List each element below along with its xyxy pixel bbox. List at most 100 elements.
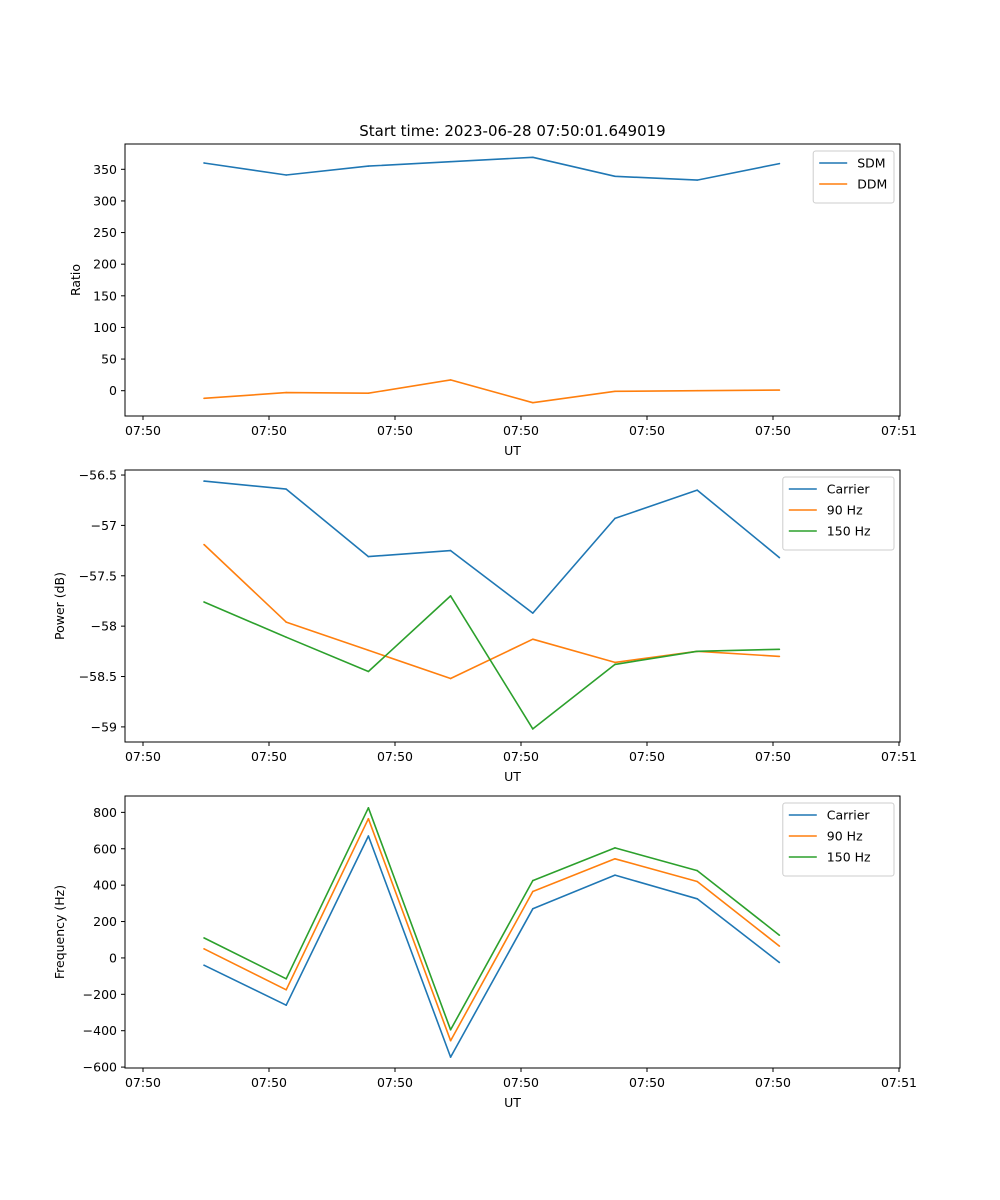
data-point	[532, 638, 534, 641]
data-point	[285, 978, 288, 980]
x-tick-label: 07:51	[881, 1075, 917, 1090]
legend: Carrier 90 Hz 150 Hz	[782, 802, 895, 877]
series-line-150-hz	[203, 806, 780, 1031]
data-point	[696, 489, 698, 491]
y-tick-label: 0	[109, 383, 117, 398]
y-tick-label: 50	[101, 352, 117, 367]
data-point	[778, 961, 781, 964]
y-tick-label: 600	[93, 841, 117, 856]
data-point	[532, 879, 534, 882]
data-point	[203, 162, 205, 164]
legend-label: 90 Hz	[827, 829, 863, 844]
y-axis-label: Power (dB)	[52, 572, 67, 640]
data-point	[532, 156, 534, 159]
y-axis-label: Ratio	[68, 264, 83, 296]
x-tick-label: 07:50	[503, 749, 539, 764]
y-tick-label: 200	[93, 914, 117, 929]
x-tick-label: 07:50	[251, 1075, 287, 1090]
data-point	[614, 663, 616, 666]
data-point	[696, 897, 698, 900]
x-tick-label: 07:51	[881, 749, 917, 764]
data-point	[696, 389, 698, 392]
x-tick-label: 07:50	[755, 423, 791, 438]
x-tick-label: 07:50	[629, 749, 665, 764]
data-point	[696, 880, 698, 883]
data-point	[696, 179, 698, 181]
x-tick-label: 07:50	[377, 423, 413, 438]
y-tick-label: 0	[109, 950, 117, 965]
series-line-carrier	[203, 835, 780, 1058]
data-point	[778, 648, 781, 651]
data-point	[614, 175, 616, 178]
y-tick-label: −59	[91, 719, 117, 734]
data-point	[696, 869, 698, 872]
series-line-carrier	[203, 480, 780, 614]
data-point	[285, 621, 288, 623]
legend-label: DDM	[857, 177, 887, 192]
panels: 07:50 07:50 07:50 07:50 07:50 07:50 07:51 0 50 10…	[52, 143, 917, 1110]
data-point	[367, 649, 370, 652]
legend-label: Carrier	[827, 808, 871, 823]
data-point	[614, 857, 616, 860]
y-tick-label: 100	[93, 320, 117, 335]
y-tick-label: 150	[93, 288, 117, 303]
data-point	[449, 1028, 452, 1031]
data-point	[778, 934, 781, 936]
axes-frame	[124, 795, 901, 1069]
legend: SDM DDM	[812, 150, 895, 204]
x-tick-label: 07:50	[251, 749, 287, 764]
legend-label: SDM	[857, 156, 885, 171]
series-line-90-hz	[203, 817, 780, 1042]
data-point	[532, 612, 534, 614]
data-point	[778, 655, 781, 658]
data-point	[449, 1056, 452, 1058]
data-point	[449, 379, 452, 381]
x-tick-label: 07:50	[377, 749, 413, 764]
y-tick-label: −400	[83, 1023, 117, 1038]
y-tick-label: −56.5	[79, 468, 117, 483]
x-tick-label: 07:50	[755, 749, 791, 764]
y-tick-label: 300	[93, 193, 117, 208]
y-tick-label: −57	[91, 518, 117, 533]
data-point	[203, 964, 205, 967]
data-point	[203, 937, 205, 939]
data-point	[367, 835, 370, 837]
data-point	[614, 390, 616, 393]
x-tick-label: 07:50	[125, 423, 161, 438]
y-tick-label: 800	[93, 805, 117, 820]
x-tick-label: 07:50	[125, 749, 161, 764]
data-point	[778, 945, 781, 947]
data-point	[285, 988, 288, 991]
data-point	[532, 908, 534, 910]
data-point	[203, 543, 205, 546]
data-point	[203, 948, 205, 950]
data-point	[778, 162, 781, 165]
x-tick-label: 07:50	[251, 423, 287, 438]
y-tick-label: −57.5	[79, 568, 117, 583]
legend-label: Carrier	[827, 482, 871, 497]
data-point	[696, 650, 698, 653]
axes-frame	[124, 469, 901, 743]
data-point	[532, 890, 534, 893]
data-point	[367, 670, 370, 673]
y-tick-label: 350	[93, 162, 117, 177]
data-point	[778, 556, 781, 559]
data-point	[449, 549, 452, 552]
data-point	[285, 488, 288, 490]
data-point	[285, 1004, 288, 1007]
data-point	[367, 817, 370, 820]
y-tick-label: −58.5	[79, 669, 117, 684]
legend-label: 150 Hz	[827, 524, 871, 539]
x-axis-label: UT	[504, 1095, 521, 1110]
x-tick-label: 07:50	[125, 1075, 161, 1090]
axes-frame	[124, 143, 901, 417]
data-point	[203, 480, 205, 482]
series-line-ddm	[203, 379, 780, 404]
data-point	[449, 160, 452, 163]
x-tick-label: 07:50	[629, 423, 665, 438]
y-axis-label: Frequency (Hz)	[52, 885, 67, 979]
data-point	[778, 389, 781, 391]
data-point	[367, 392, 370, 395]
y-tick-label: 200	[93, 257, 117, 272]
